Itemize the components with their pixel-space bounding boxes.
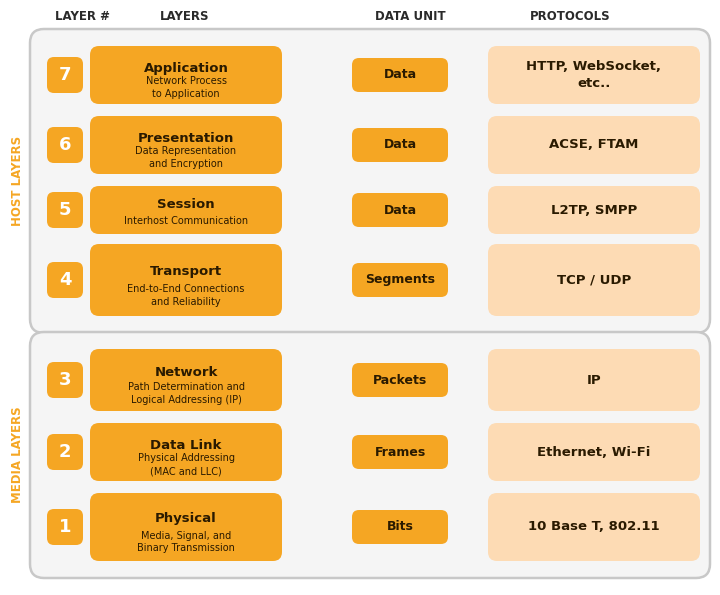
FancyBboxPatch shape bbox=[90, 244, 282, 316]
Text: Data Representation
and Encryption: Data Representation and Encryption bbox=[135, 146, 237, 169]
Text: LAYERS: LAYERS bbox=[161, 11, 210, 23]
Text: 3: 3 bbox=[59, 371, 71, 389]
Text: Path Determination and
Logical Addressing (IP): Path Determination and Logical Addressin… bbox=[127, 382, 245, 405]
Text: 10 Base T, 802.11: 10 Base T, 802.11 bbox=[528, 521, 660, 534]
Text: 7: 7 bbox=[59, 66, 71, 84]
Text: PROTOCOLS: PROTOCOLS bbox=[530, 11, 611, 23]
FancyBboxPatch shape bbox=[90, 46, 282, 104]
Text: Media, Signal, and
Binary Transmission: Media, Signal, and Binary Transmission bbox=[137, 531, 235, 553]
Text: ACSE, FTAM: ACSE, FTAM bbox=[549, 139, 639, 152]
FancyBboxPatch shape bbox=[352, 510, 448, 544]
FancyBboxPatch shape bbox=[488, 349, 700, 411]
FancyBboxPatch shape bbox=[352, 128, 448, 162]
Text: 1: 1 bbox=[59, 518, 71, 536]
Text: Data Link: Data Link bbox=[150, 439, 222, 452]
Text: 5: 5 bbox=[59, 201, 71, 219]
Text: MEDIA LAYERS: MEDIA LAYERS bbox=[12, 407, 24, 503]
FancyBboxPatch shape bbox=[30, 29, 710, 333]
FancyBboxPatch shape bbox=[90, 423, 282, 481]
FancyBboxPatch shape bbox=[47, 192, 83, 228]
FancyBboxPatch shape bbox=[352, 263, 448, 297]
FancyBboxPatch shape bbox=[488, 46, 700, 104]
Text: Physical: Physical bbox=[155, 512, 217, 525]
Text: L2TP, SMPP: L2TP, SMPP bbox=[551, 203, 637, 217]
FancyBboxPatch shape bbox=[352, 58, 448, 92]
Text: End-to-End Connections
and Reliability: End-to-End Connections and Reliability bbox=[127, 284, 245, 307]
Text: HTTP, WebSocket,
etc..: HTTP, WebSocket, etc.. bbox=[526, 60, 662, 90]
Text: Frames: Frames bbox=[374, 446, 426, 459]
Text: 6: 6 bbox=[59, 136, 71, 154]
FancyBboxPatch shape bbox=[90, 116, 282, 174]
Text: Bits: Bits bbox=[387, 521, 413, 534]
FancyBboxPatch shape bbox=[488, 186, 700, 234]
Text: Physical Addressing
(MAC and LLC): Physical Addressing (MAC and LLC) bbox=[138, 453, 235, 476]
FancyBboxPatch shape bbox=[90, 186, 282, 234]
Text: Data: Data bbox=[384, 68, 417, 82]
Text: Network: Network bbox=[154, 366, 217, 379]
FancyBboxPatch shape bbox=[90, 493, 282, 561]
FancyBboxPatch shape bbox=[352, 435, 448, 469]
Text: TCP / UDP: TCP / UDP bbox=[557, 274, 631, 287]
Text: IP: IP bbox=[587, 374, 601, 387]
Text: Session: Session bbox=[157, 198, 215, 211]
Text: 2: 2 bbox=[59, 443, 71, 461]
Text: Segments: Segments bbox=[365, 274, 435, 287]
FancyBboxPatch shape bbox=[47, 434, 83, 470]
FancyBboxPatch shape bbox=[352, 363, 448, 397]
FancyBboxPatch shape bbox=[47, 57, 83, 93]
FancyBboxPatch shape bbox=[47, 509, 83, 545]
FancyBboxPatch shape bbox=[488, 493, 700, 561]
Text: Packets: Packets bbox=[373, 374, 427, 387]
Text: Data: Data bbox=[384, 203, 417, 217]
FancyBboxPatch shape bbox=[488, 244, 700, 316]
Text: Ethernet, Wi-Fi: Ethernet, Wi-Fi bbox=[537, 446, 651, 459]
Text: Application: Application bbox=[143, 61, 228, 74]
FancyBboxPatch shape bbox=[352, 193, 448, 227]
FancyBboxPatch shape bbox=[90, 349, 282, 411]
Text: 4: 4 bbox=[59, 271, 71, 289]
Text: Interhost Communication: Interhost Communication bbox=[124, 215, 248, 226]
FancyBboxPatch shape bbox=[30, 332, 710, 578]
Text: HOST LAYERS: HOST LAYERS bbox=[12, 136, 24, 226]
Text: Network Process
to Application: Network Process to Application bbox=[145, 76, 227, 99]
FancyBboxPatch shape bbox=[47, 362, 83, 398]
FancyBboxPatch shape bbox=[488, 423, 700, 481]
Text: LAYER #: LAYER # bbox=[55, 11, 110, 23]
Text: DATA UNIT: DATA UNIT bbox=[374, 11, 445, 23]
Text: Data: Data bbox=[384, 139, 417, 152]
Text: Presentation: Presentation bbox=[138, 131, 234, 145]
FancyBboxPatch shape bbox=[47, 127, 83, 163]
Text: Transport: Transport bbox=[150, 265, 222, 278]
FancyBboxPatch shape bbox=[488, 116, 700, 174]
FancyBboxPatch shape bbox=[47, 262, 83, 298]
